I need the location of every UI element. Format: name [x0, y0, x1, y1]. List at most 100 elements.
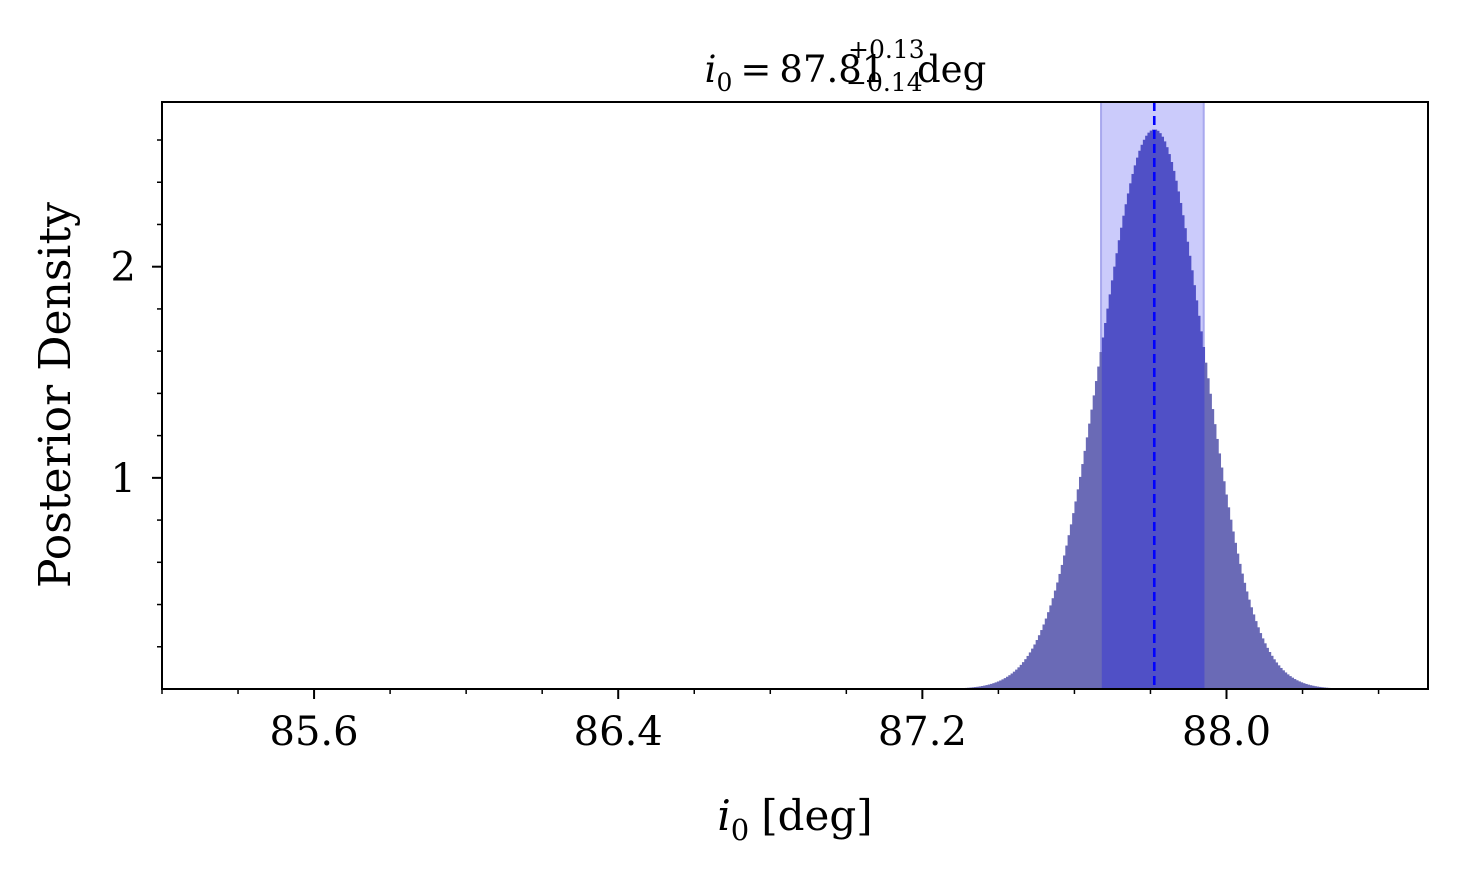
histogram-bar: [1058, 573, 1062, 689]
histogram-bar: [1231, 531, 1235, 689]
histogram-bar: [990, 683, 993, 689]
histogram-bar: [1268, 652, 1272, 689]
histogram-bar: [1003, 678, 1007, 689]
histogram-bar: [1245, 591, 1249, 689]
histogram-bar: [1272, 659, 1276, 689]
histogram-bar: [1215, 438, 1219, 689]
histogram-bar: [1193, 285, 1196, 689]
histogram-bar: [1234, 542, 1237, 689]
histogram-bar: [1154, 129, 1158, 689]
x-tick-label: 85.6: [270, 709, 359, 755]
histogram-bar: [985, 685, 989, 689]
histogram-bar: [1197, 315, 1201, 689]
histogram-bar: [1263, 643, 1267, 689]
histogram-bar: [1110, 280, 1114, 689]
title-symbol: i: [705, 48, 717, 91]
histogram-bar: [1181, 215, 1185, 689]
histogram-bar: [1149, 130, 1153, 689]
histogram-bar: [1074, 501, 1078, 689]
x-tick-label: 88.0: [1182, 709, 1271, 755]
histogram-bar: [1124, 204, 1128, 689]
histogram-bar: [1213, 424, 1217, 689]
histogram-bar: [1138, 150, 1142, 690]
histogram-bar: [1083, 450, 1087, 689]
histogram-bar: [1266, 647, 1269, 689]
histogram-bar: [1129, 183, 1133, 689]
histogram-bar: [1033, 644, 1037, 689]
histogram-bar: [1092, 395, 1096, 689]
histogram-bar: [1145, 135, 1149, 690]
title-equals: =: [740, 48, 771, 91]
histogram-bar: [994, 682, 998, 689]
histogram-bar: [1288, 676, 1292, 689]
histogram-bar: [1291, 677, 1295, 689]
axes-frame: [161, 101, 1429, 690]
title-lower-error: −0.14: [846, 68, 923, 97]
histogram-bar: [1156, 130, 1160, 690]
title-unit: deg: [917, 48, 986, 91]
histogram-bar: [1056, 582, 1060, 689]
histogram-bar: [1204, 362, 1208, 689]
x-axis-ticks: 85.6 86.4 87.2 88.0: [161, 689, 1380, 755]
histogram-bar: [1015, 669, 1019, 689]
y-axis-label: Posterior Density: [30, 202, 81, 588]
title-value: 87.81: [779, 48, 885, 91]
histogram-bar: [1165, 147, 1169, 689]
histogram-bar: [996, 681, 1000, 689]
title-upper-error: +0.13: [848, 35, 925, 64]
histogram-bar: [1238, 563, 1242, 689]
histogram-bar: [1108, 294, 1112, 689]
histogram-bar: [1104, 323, 1107, 689]
histogram-bar: [1117, 240, 1121, 689]
histogram-bar: [1053, 590, 1057, 689]
histogram-bar: [976, 686, 980, 689]
histogram-bar: [1099, 352, 1103, 689]
histogram-bar: [1060, 564, 1064, 689]
histogram-bar: [1031, 648, 1034, 689]
histogram-bar: [992, 683, 996, 689]
histogram-bar: [1047, 612, 1050, 689]
histogram-bar: [1190, 270, 1194, 689]
histogram-bar: [1136, 157, 1139, 689]
histogram-bar: [1065, 545, 1069, 689]
histogram-bar: [1188, 255, 1192, 689]
histogram-bar: [1049, 605, 1053, 689]
histogram-bar: [1282, 670, 1285, 689]
histogram-bar: [1183, 228, 1187, 689]
histogram-bar: [1259, 633, 1263, 689]
histogram-bar: [1270, 655, 1274, 689]
histogram-bar: [1206, 378, 1210, 689]
histogram-bar: [1277, 665, 1281, 689]
histogram-bar: [1302, 683, 1306, 689]
histogram-bar: [1163, 141, 1167, 689]
histogram-bar: [1019, 664, 1023, 689]
histogram-bar: [1172, 170, 1176, 689]
histogram-bar: [999, 680, 1003, 689]
histogram-bar: [1313, 686, 1317, 689]
histogram-bar: [1078, 476, 1082, 689]
histogram-bar: [1236, 553, 1240, 689]
histogram-bar: [1131, 173, 1135, 689]
histogram-bar: [1229, 519, 1233, 689]
histogram-bar: [1174, 180, 1178, 689]
histogram-bar: [1250, 607, 1253, 689]
histogram-bar: [1069, 524, 1073, 689]
histogram-bar: [1209, 393, 1212, 689]
histogram-bar: [1097, 366, 1101, 689]
y-axis-ticks: 12: [111, 139, 162, 648]
histogram-bar: [978, 686, 982, 689]
histogram-bar: [1167, 154, 1171, 689]
histogram-bar: [1067, 535, 1071, 689]
chart-title: i0 = 87.81: [705, 48, 886, 97]
x-tick-label: 86.4: [574, 709, 663, 755]
histogram-bar: [1304, 683, 1308, 689]
histogram-bar: [1076, 489, 1080, 689]
histogram-bar: [1113, 266, 1117, 689]
histogram-bar: [1094, 381, 1098, 689]
histogram-bar: [1227, 507, 1231, 689]
histogram-bar: [1309, 685, 1313, 689]
histogram-bar: [1147, 132, 1151, 689]
histogram-bar: [1151, 129, 1155, 689]
histogram-bar: [1218, 453, 1222, 689]
